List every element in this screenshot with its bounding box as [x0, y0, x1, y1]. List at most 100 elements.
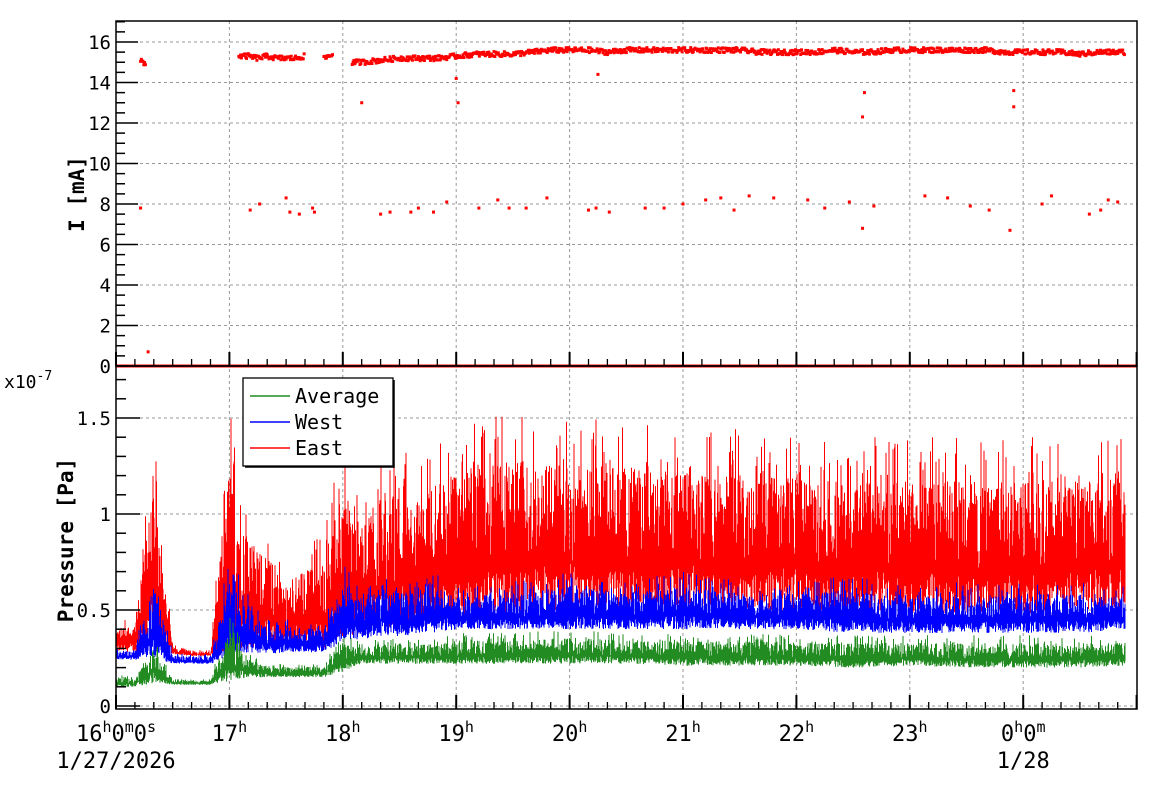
current-point — [961, 49, 965, 53]
current-point — [900, 50, 904, 54]
current-point — [502, 50, 506, 54]
current-point — [324, 56, 328, 60]
current-point — [263, 55, 267, 59]
current-point — [600, 48, 604, 52]
current-point — [733, 49, 737, 53]
current-outlier-point — [861, 226, 865, 230]
x-tick-label-part: h — [805, 718, 814, 736]
current-point — [1087, 52, 1091, 56]
current-point — [724, 46, 728, 50]
current-point — [556, 50, 560, 54]
current-point — [623, 47, 627, 51]
current-point — [1013, 48, 1017, 52]
current-point — [810, 49, 814, 53]
current-point — [908, 49, 912, 53]
current-point — [830, 49, 834, 53]
current-point — [775, 49, 779, 53]
current-point — [757, 49, 761, 53]
current-point — [709, 51, 713, 55]
current-point — [971, 48, 975, 52]
current-point — [640, 47, 644, 51]
current-point — [819, 52, 823, 56]
current-point — [1084, 54, 1088, 58]
x-tick-label: 16h0m0s — [76, 718, 156, 747]
current-point — [919, 50, 923, 54]
current-point — [940, 48, 944, 52]
current-point — [511, 53, 515, 57]
current-point — [1066, 53, 1070, 57]
current-point — [718, 51, 722, 55]
current-point — [780, 50, 784, 54]
current-point — [289, 54, 293, 58]
y-tick-label-current: 8 — [100, 194, 111, 216]
current-point — [962, 50, 966, 54]
current-point — [276, 56, 280, 60]
current-outlier-point — [311, 206, 315, 210]
current-point — [454, 56, 458, 60]
current-point — [389, 57, 393, 61]
current-point — [966, 48, 970, 52]
current-point — [653, 47, 657, 51]
x-tick-label-part: 0 — [111, 722, 124, 747]
current-point — [1076, 53, 1080, 57]
current-point — [910, 48, 914, 52]
current-point — [762, 48, 766, 52]
current-point — [370, 62, 374, 66]
current-point — [688, 48, 692, 52]
current-point — [618, 48, 622, 52]
current-point — [398, 58, 402, 62]
current-point — [1061, 48, 1065, 52]
current-point — [564, 46, 568, 50]
current-point — [536, 51, 540, 55]
current-point — [1098, 51, 1102, 55]
current-point — [357, 58, 361, 62]
current-point — [1062, 49, 1066, 53]
current-outlier-point — [872, 204, 876, 208]
current-point — [139, 57, 143, 61]
current-point — [759, 48, 763, 52]
current-point — [996, 51, 1000, 55]
current-point — [513, 53, 517, 57]
current-point — [532, 48, 536, 52]
current-point — [496, 51, 500, 55]
current-outlier-point — [545, 196, 549, 200]
current-point — [535, 47, 539, 51]
current-point — [253, 56, 257, 60]
x-tick-label-part: 20 — [552, 722, 579, 747]
y-tick-label-pressure: 1.5 — [77, 408, 111, 430]
current-point — [757, 52, 761, 56]
current-point — [767, 50, 771, 54]
current-point — [503, 54, 507, 58]
current-outlier-point — [146, 350, 150, 354]
current-point — [381, 59, 385, 63]
current-point — [460, 55, 464, 59]
x-tick-label: 21h — [665, 718, 701, 747]
current-point — [288, 58, 292, 62]
current-point — [292, 58, 296, 62]
current-point — [873, 52, 877, 56]
current-point — [598, 50, 602, 54]
current-point — [661, 46, 665, 50]
current-plot — [116, 46, 1137, 368]
current-point — [756, 51, 760, 55]
current-point — [1121, 48, 1125, 52]
current-point — [594, 49, 598, 53]
current-point — [728, 48, 732, 52]
current-point — [862, 50, 866, 54]
current-point — [1072, 50, 1076, 54]
x-tick-label: 20h — [552, 718, 588, 747]
current-point — [421, 55, 425, 59]
current-outlier-point — [587, 208, 590, 212]
current-point — [911, 46, 915, 50]
current-outlier-point — [1087, 212, 1091, 216]
current-point — [939, 47, 943, 51]
current-point — [613, 47, 617, 51]
series-average — [116, 618, 1126, 687]
current-point — [650, 50, 654, 54]
current-point — [928, 50, 932, 54]
current-point — [887, 50, 891, 54]
x-tick-label: 0h0m — [1001, 718, 1046, 747]
x-tick-label-part: h — [102, 718, 111, 736]
current-point — [1025, 48, 1029, 52]
current-point — [628, 46, 632, 50]
